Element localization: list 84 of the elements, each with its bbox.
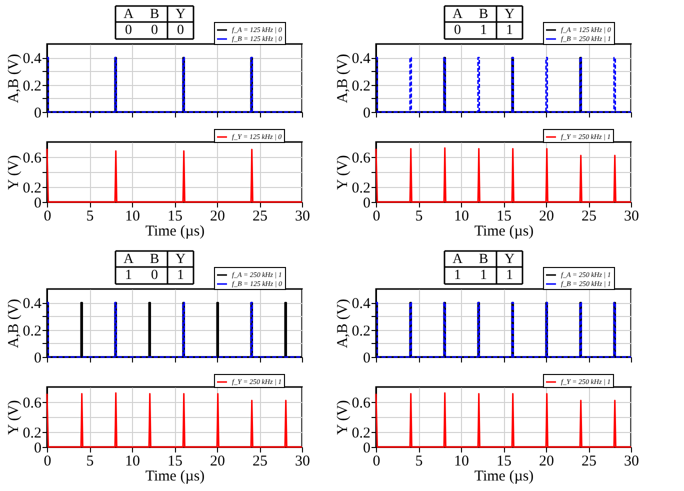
y-axis-title: A,B (V) <box>334 54 351 104</box>
y-tick-label: 0.6 <box>352 396 371 412</box>
text: 0 <box>454 23 461 38</box>
x-tick-label: 30 <box>295 454 310 470</box>
x-tick-label: 30 <box>624 454 639 470</box>
text: 0 <box>177 23 184 38</box>
x-tick-label: 5 <box>86 208 94 224</box>
y-tick-label: 0 <box>34 440 42 456</box>
text: Y <box>175 7 186 22</box>
x-tick-label: 25 <box>582 454 596 470</box>
x-tick-label: 30 <box>624 208 639 224</box>
y-tick-label: 0 <box>363 196 370 212</box>
text: 1 <box>125 268 132 283</box>
x-tick-label: 25 <box>252 454 268 470</box>
text: B <box>478 7 488 22</box>
y-tick-label: 0.4 <box>22 51 42 68</box>
y-axis-title: Y (V) <box>334 155 351 190</box>
y-tick-label: 0.4 <box>352 296 371 312</box>
text: Y <box>175 252 186 267</box>
text: A <box>452 252 464 267</box>
y-tick-label: 0.4 <box>352 51 371 68</box>
text: A <box>123 7 134 22</box>
y-tick-label: 0.2 <box>352 180 370 196</box>
text: B <box>478 252 488 267</box>
x-tick-label: 30 <box>295 208 310 224</box>
y-tick-label: 0.2 <box>352 426 370 442</box>
y-axis-title: A,B (V) <box>6 54 22 104</box>
x-tick-label: 5 <box>415 208 423 224</box>
x-axis-title: Time (µs) <box>145 468 205 484</box>
text: B <box>150 252 160 267</box>
x-tick-label: 5 <box>86 454 94 470</box>
y-tick-label: 0.2 <box>22 78 42 94</box>
text: B <box>150 7 160 22</box>
y-tick-label: 0.4 <box>22 296 42 312</box>
text: 1 <box>506 23 513 38</box>
text: 0 <box>151 23 158 38</box>
x-axis-title: Time (µs) <box>474 224 534 240</box>
x-tick-label: 20 <box>539 208 554 224</box>
x-tick-label: 10 <box>454 208 469 224</box>
x-tick-label: 10 <box>125 208 140 224</box>
text: Y <box>504 7 515 22</box>
text: 0 <box>125 23 132 38</box>
y-tick-label: 0.6 <box>22 396 42 412</box>
text: Y <box>504 252 515 267</box>
y-tick-label: 0 <box>34 350 42 366</box>
y-axis-title: Y (V) <box>334 400 351 435</box>
x-tick-label: 10 <box>454 454 469 470</box>
x-tick-label: 15 <box>168 208 182 224</box>
x-tick-label: 20 <box>210 454 225 470</box>
x-tick-label: 20 <box>539 454 554 470</box>
text: 0 <box>151 268 158 283</box>
y-tick-label: 0.6 <box>22 150 42 166</box>
text: A <box>452 7 464 22</box>
x-axis-title: Time (µs) <box>474 468 534 484</box>
text: A <box>123 252 134 267</box>
y-tick-label: 0 <box>34 196 42 212</box>
y-tick-label: 0 <box>363 440 370 456</box>
y-tick-label: 0 <box>363 350 370 366</box>
y-tick-label: 0.2 <box>22 323 42 340</box>
y-axis-title: Y (V) <box>6 155 22 190</box>
x-tick-label: 25 <box>252 208 268 224</box>
x-tick-label: 25 <box>582 208 596 224</box>
y-tick-label: 0 <box>363 106 370 122</box>
y-tick-label: 0 <box>34 106 42 122</box>
text: 1 <box>480 23 487 38</box>
x-tick-label: 15 <box>496 454 512 470</box>
x-tick-label: 10 <box>125 454 140 470</box>
y-tick-label: 0.2 <box>22 180 42 196</box>
y-axis-title: A,B (V) <box>334 298 351 348</box>
y-tick-label: 0.2 <box>22 426 42 442</box>
x-tick-label: 15 <box>168 454 182 470</box>
y-axis-title: Y (V) <box>6 400 22 435</box>
x-tick-label: 5 <box>415 454 423 470</box>
y-tick-label: 0.2 <box>352 78 370 94</box>
x-tick-label: 20 <box>210 208 225 224</box>
text: 1 <box>454 268 461 283</box>
text: 1 <box>177 268 184 283</box>
x-axis-title: Time (µs) <box>145 224 205 240</box>
x-tick-label: 15 <box>496 208 512 224</box>
y-axis-title: A,B (V) <box>6 298 22 348</box>
text: 1 <box>480 268 487 283</box>
text: 1 <box>506 268 513 283</box>
y-tick-label: 0.6 <box>352 150 371 166</box>
y-tick-label: 0.2 <box>352 323 370 340</box>
